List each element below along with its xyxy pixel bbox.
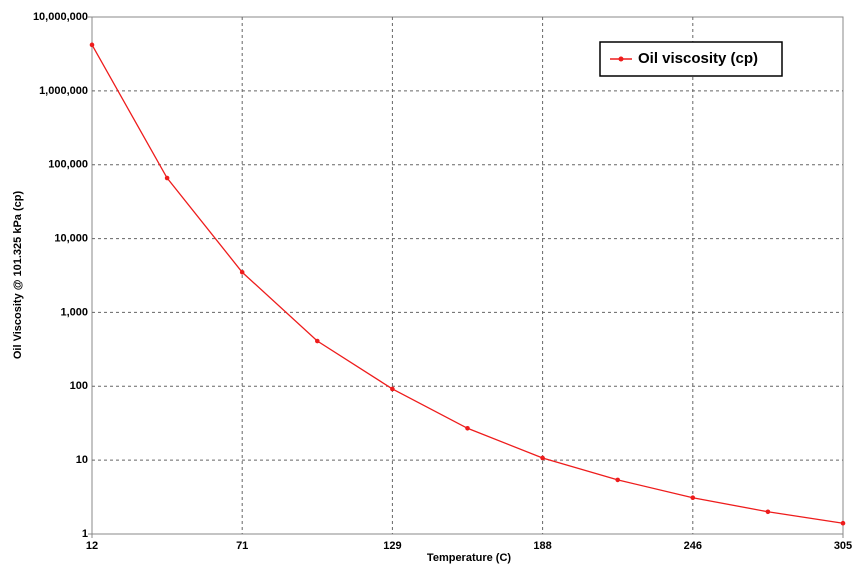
- y-tick-label: 1,000: [60, 306, 88, 318]
- point: [164, 175, 170, 181]
- point: [390, 386, 395, 392]
- x-tick-label: 188: [533, 540, 551, 552]
- y-axis-label: Oil Viscosity @ 101.325 kPa (cp): [12, 191, 24, 360]
- x-tick-label: 129: [383, 540, 401, 552]
- y-tick-label: 10,000,000: [33, 11, 88, 23]
- legend-marker: [618, 56, 624, 62]
- x-tick-label: 12: [86, 540, 98, 552]
- point: [615, 477, 620, 483]
- y-tick-label: 100,000: [48, 159, 88, 171]
- point: [239, 269, 245, 275]
- x-tick-label: 71: [236, 540, 248, 552]
- y-tick-label: 10,000: [54, 232, 88, 244]
- point: [540, 455, 545, 461]
- y-tick-label: 1: [82, 528, 88, 540]
- plot-area: [91, 16, 844, 535]
- point: [465, 425, 470, 431]
- point: [690, 495, 696, 501]
- point: [89, 42, 95, 48]
- legend-label: Oil viscosity (cp): [638, 50, 758, 67]
- y-tick-label: 10: [76, 454, 88, 466]
- y-tick-label: 100: [70, 380, 88, 392]
- x-tick-label: 246: [684, 540, 702, 552]
- point: [840, 520, 846, 526]
- point: [765, 509, 771, 515]
- point: [315, 338, 320, 344]
- y-tick-label: 1,000,000: [39, 85, 88, 97]
- x-tick-label: 305: [834, 540, 852, 552]
- x-axis-label: Temperature (C): [427, 552, 511, 564]
